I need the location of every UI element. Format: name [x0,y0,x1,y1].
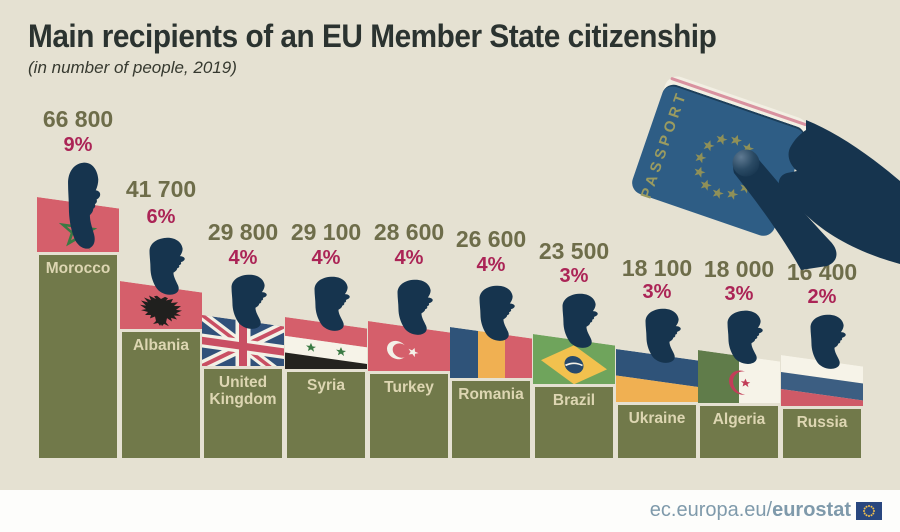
value-label: 29 100 [290,219,362,245]
bar: Russia [783,409,861,458]
flag-brazil-icon [533,334,615,384]
bar: Turkey [370,374,448,458]
country-label: Morocco [45,260,111,277]
flag-albania-icon [120,281,202,329]
share-label: 4% [228,247,258,269]
page-subtitle: (in number of people, 2019) [28,58,237,77]
bar: Morocco [39,255,117,458]
value-label: 28 600 [373,219,445,245]
flag-turkey-icon [368,321,450,371]
share-label: 4% [394,247,424,269]
value-label: 18 100 [621,255,693,281]
person-silhouette-icon [479,285,515,341]
flag-algeria-icon [698,350,780,403]
flag-russia-icon [781,355,863,406]
bar-column-romania: 26 600 4% Romania [450,0,532,458]
country-label: Syria [307,377,345,394]
country-label: United Kingdom [209,374,277,408]
share-label: 3% [724,283,754,305]
share-label: 6% [146,206,176,228]
country-label: Algeria [712,411,766,428]
footer-brand: eurostat [772,499,851,521]
footer-bar: ec.europa.eu/eurostat [0,490,900,532]
bar-column-syria: 29 100 4% Syria [285,0,367,458]
bar-column-united-kingdom: 29 800 4% United Kingdom [202,0,284,458]
person-silhouette-icon [810,314,846,369]
flag-romania-icon [450,327,532,378]
share-label: 9% [63,134,93,156]
country-label: Albania [133,337,189,354]
share-label: 4% [311,247,341,269]
value-label: 16 400 [786,259,858,285]
flag-syria-icon [285,317,367,369]
person-silhouette-icon [645,308,681,363]
flag-ukraine-icon [616,349,698,402]
page-title: Main recipients of an EU Member State ci… [28,18,717,54]
value-label: 29 800 [207,219,279,245]
value-label: 66 800 [42,106,114,132]
bar-column-turkey: 28 600 4% Turkey [368,0,450,458]
bar-column-brazil: 23 500 3% Brazil [533,0,615,458]
bar-column-russia: 16 400 2% Russia [781,0,863,458]
share-label: 3% [642,281,672,303]
person-silhouette-icon [562,293,598,348]
value-label: 26 600 [455,226,527,252]
country-label: Turkey [384,379,434,396]
bar-column-morocco: 66 800 9% Morocco [37,0,119,458]
person-silhouette-icon [231,274,267,329]
person-silhouette-icon [68,162,101,249]
share-label: 3% [559,265,589,287]
bar-column-ukraine: 18 100 3% Ukraine [616,0,698,458]
person-silhouette-icon [727,310,763,364]
share-label: 2% [807,286,837,308]
bar: Ukraine [618,405,696,458]
country-label: Brazil [552,392,596,409]
flag-united-kingdom-icon [202,315,284,366]
bar-column-albania: 41 700 6% Albania [120,0,202,458]
bar: Albania [122,332,200,458]
bar: Algeria [700,406,778,458]
bar: United Kingdom [204,369,282,458]
value-label: 41 700 [125,176,197,202]
value-label: 23 500 [538,238,610,264]
person-silhouette-icon [397,279,433,335]
person-silhouette-icon [149,237,185,295]
footer-site: ec.europa.eu/ [649,499,773,521]
country-label: Romania [458,386,524,403]
country-label: Ukraine [628,410,686,427]
bar: Romania [452,381,530,458]
bar: Brazil [535,387,613,458]
country-label: Russia [796,414,848,431]
bar: Syria [287,372,365,458]
footer-url: ec.europa.eu/eurostat [650,499,851,522]
share-label: 4% [476,254,506,276]
person-silhouette-icon [314,276,350,331]
eu-flag-icon [856,501,882,520]
